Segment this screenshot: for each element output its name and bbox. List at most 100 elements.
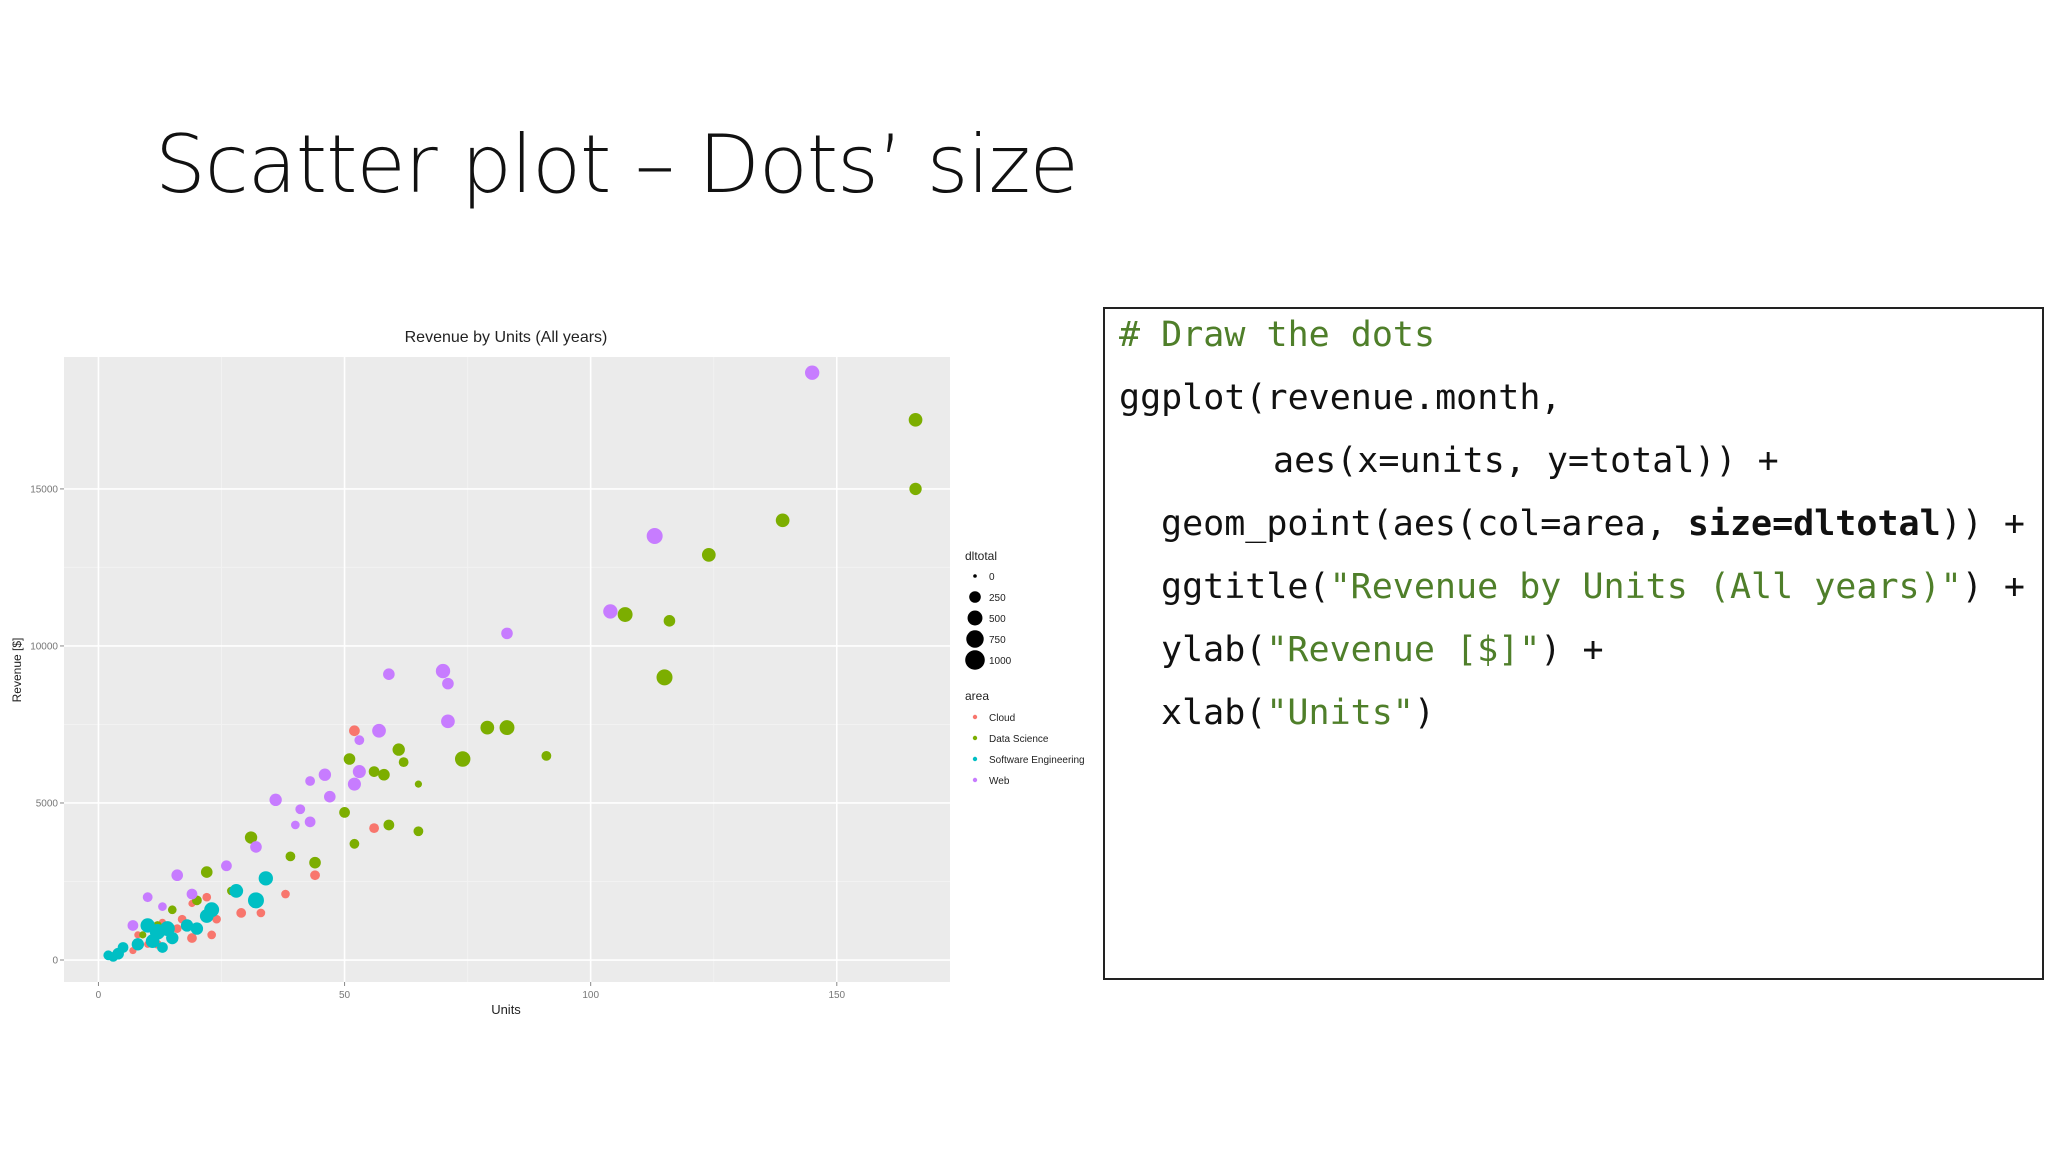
data-point xyxy=(908,412,923,427)
data-point xyxy=(347,777,361,791)
y-tick-label: 5000 xyxy=(36,798,59,809)
data-point xyxy=(656,669,673,686)
size-legend-key xyxy=(967,610,983,626)
code-line-6-pre: xlab( xyxy=(1161,693,1267,733)
color-legend-key xyxy=(972,777,978,783)
color-legend-label: Web xyxy=(989,776,1010,787)
size-legend-key xyxy=(966,630,984,648)
color-legend-key xyxy=(972,735,978,741)
data-point xyxy=(309,856,321,869)
data-point xyxy=(413,826,424,837)
data-point xyxy=(131,938,145,951)
data-point xyxy=(142,892,153,903)
size-legend-label: 1000 xyxy=(989,656,1012,667)
code-line-3: geom_point(aes(col=area, size=dltotal)) … xyxy=(1161,504,2025,544)
data-point xyxy=(199,909,214,923)
color-legend-key xyxy=(972,756,978,762)
data-point xyxy=(392,743,405,756)
data-point xyxy=(354,735,365,746)
size-legend-label: 500 xyxy=(989,614,1006,625)
scatter-chart: Revenue by Units (All years) 0 50 100 150 0 5… xyxy=(10,329,1085,1017)
code-line-3-pre: geom_point(aes(col=area, xyxy=(1161,504,1688,544)
color-legend-key xyxy=(972,714,978,720)
y-tick-label: 0 xyxy=(52,956,58,967)
data-point xyxy=(701,548,716,562)
color-legend-label: Data Science xyxy=(989,734,1049,745)
data-point xyxy=(541,750,552,761)
code-line-4-pre: ggtitle( xyxy=(1161,567,1330,607)
color-legend-label: Software Engineering xyxy=(989,755,1085,766)
data-point xyxy=(343,753,356,765)
data-point xyxy=(291,820,300,830)
data-point xyxy=(158,902,167,911)
data-point xyxy=(398,757,409,768)
data-point xyxy=(368,766,380,777)
data-point xyxy=(250,841,262,853)
data-point xyxy=(157,942,168,953)
data-point xyxy=(103,950,114,961)
code-line-4: ggtitle("Revenue by Units (All years)") … xyxy=(1161,567,2025,607)
y-tick-label: 15000 xyxy=(30,484,58,495)
data-point xyxy=(349,725,360,737)
data-point xyxy=(186,888,198,900)
data-point xyxy=(617,607,633,622)
data-point xyxy=(221,860,232,872)
data-point xyxy=(372,723,386,738)
code-line-1: ggplot(revenue.month, xyxy=(1119,378,1562,418)
data-point xyxy=(304,816,316,828)
code-line-6: xlab("Units") xyxy=(1161,693,1435,733)
data-point xyxy=(414,780,422,788)
data-point xyxy=(247,892,264,909)
data-point xyxy=(200,866,213,878)
code-comment: # Draw the dots xyxy=(1119,315,1436,355)
data-point xyxy=(166,931,179,945)
code-line-2: aes(x=units, y=total)) + xyxy=(1273,441,1779,481)
points-layer xyxy=(103,365,923,962)
size-legend-title: dltotal xyxy=(965,549,997,563)
data-point xyxy=(775,513,790,528)
code-line-5-pre: ylab( xyxy=(1161,630,1267,670)
data-point xyxy=(187,933,197,943)
code-line-3-post: )) + xyxy=(1940,504,2025,544)
color-legend-title: area xyxy=(965,689,989,703)
data-point xyxy=(167,905,177,915)
data-point xyxy=(441,714,455,729)
data-point xyxy=(281,889,290,899)
code-line-5-string: "Revenue [$]" xyxy=(1266,630,1541,670)
code-line-3-bold: size=dltotal xyxy=(1687,504,1941,544)
size-legend-key xyxy=(965,650,985,670)
data-point xyxy=(256,908,266,918)
y-axis-title: Revenue [$] xyxy=(10,638,24,703)
code-block: # Draw the dots ggplot(revenue.month, ae… xyxy=(1103,307,2044,980)
x-tick-label: 100 xyxy=(582,990,599,1001)
y-tick-label: 10000 xyxy=(30,641,58,652)
legend: dltotal area 0 250 500 750 1000 Cloud Data Sci… xyxy=(965,549,1085,787)
data-point xyxy=(295,804,306,815)
chart-title: Revenue by Units (All years) xyxy=(405,329,608,346)
data-point xyxy=(352,765,366,779)
data-point xyxy=(501,627,513,640)
code-line-6-string: "Units" xyxy=(1266,693,1414,733)
data-point xyxy=(127,920,139,931)
size-legend-label: 750 xyxy=(989,635,1006,646)
data-point xyxy=(258,871,273,886)
data-point xyxy=(139,931,147,939)
x-axis-title: Units xyxy=(491,1002,521,1017)
data-point xyxy=(244,831,258,844)
plot-panel xyxy=(64,357,950,982)
data-point xyxy=(339,807,350,818)
data-point xyxy=(207,930,216,940)
data-point xyxy=(212,914,221,924)
data-point xyxy=(269,793,282,807)
data-point xyxy=(172,924,182,933)
data-point xyxy=(435,663,451,679)
code-line-6-post: ) xyxy=(1413,693,1435,733)
data-point xyxy=(285,851,296,862)
data-point xyxy=(202,892,212,902)
size-legend-label: 250 xyxy=(989,593,1006,604)
data-point xyxy=(480,720,495,735)
data-point xyxy=(378,768,390,781)
data-point xyxy=(909,482,922,496)
data-point xyxy=(171,869,184,882)
data-point xyxy=(349,838,360,849)
